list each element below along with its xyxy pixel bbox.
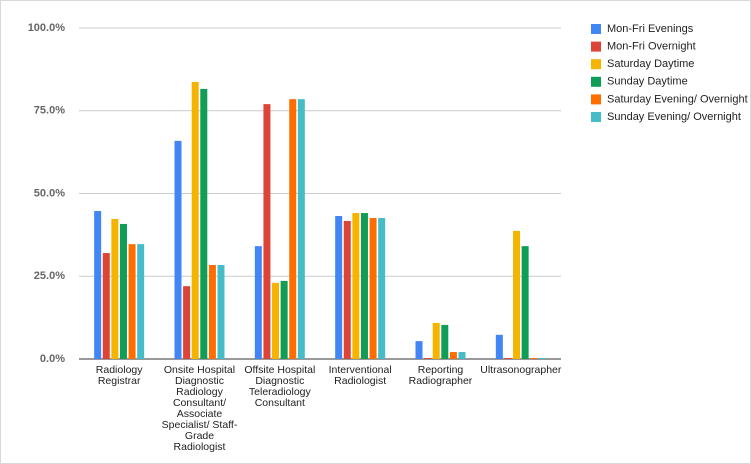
legend-swatch — [591, 112, 601, 122]
bar — [272, 282, 280, 359]
bar — [119, 223, 127, 359]
bar — [217, 264, 225, 359]
legend-label: Sunday Evening/ Overnight — [607, 111, 741, 123]
bar — [208, 264, 216, 359]
bar — [111, 218, 119, 359]
bar — [369, 217, 377, 359]
bar — [335, 216, 343, 359]
x-tick-label: Reporting Radiographer — [408, 364, 473, 387]
legend-swatch — [591, 41, 601, 52]
legend-label: Saturday Evening/ Overnight — [607, 93, 748, 105]
bar — [263, 104, 271, 359]
y-tick-label: 25.0% — [34, 270, 65, 282]
legend-label: Saturday Daytime — [607, 58, 694, 70]
bar — [254, 246, 262, 359]
bar — [183, 286, 191, 359]
bar — [128, 244, 136, 359]
bar — [458, 352, 466, 359]
bar — [504, 358, 512, 359]
bar — [94, 211, 102, 359]
y-tick-label: 0.0% — [40, 353, 65, 365]
bar — [495, 334, 503, 359]
bar — [424, 358, 432, 359]
x-tick-label: Interventional Radiologist — [328, 364, 392, 387]
bar — [513, 230, 521, 359]
bar — [360, 213, 368, 359]
bar — [280, 280, 288, 359]
bar — [191, 81, 199, 359]
bar — [415, 341, 423, 359]
legend-swatch — [591, 94, 601, 105]
bar — [200, 88, 208, 360]
y-tick-label: 50.0% — [34, 187, 65, 199]
legend-label: Sunday Daytime — [607, 76, 688, 88]
x-tick-label: Onsite Hospital Diagnostic Radiology Con… — [161, 364, 238, 453]
bar — [352, 213, 360, 359]
bar — [530, 358, 538, 359]
bar — [174, 140, 182, 359]
bar — [538, 358, 546, 359]
y-tick-label: 75.0% — [34, 105, 65, 117]
bar — [449, 352, 457, 359]
bar — [441, 324, 449, 359]
bar — [289, 99, 297, 359]
bar — [297, 99, 305, 359]
bar — [102, 253, 110, 359]
legend-label: Mon-Fri Overnight — [607, 41, 696, 53]
legend-swatch — [591, 59, 601, 70]
x-tick-label: Offsite Hospital Diagnostic Teleradiolog… — [244, 364, 316, 409]
y-tick-label: 100.0% — [28, 22, 66, 34]
x-tick-label: Radiology Registrar — [95, 364, 143, 387]
bar — [137, 244, 145, 359]
bar — [343, 220, 351, 359]
bar — [432, 322, 440, 359]
legend-label: Mon-Fri Evenings — [607, 23, 694, 35]
legend-swatch — [591, 76, 601, 87]
bar — [521, 246, 529, 359]
bar — [378, 217, 386, 359]
x-tick-label: Ultrasonographer — [480, 364, 562, 376]
legend-swatch — [591, 24, 601, 34]
